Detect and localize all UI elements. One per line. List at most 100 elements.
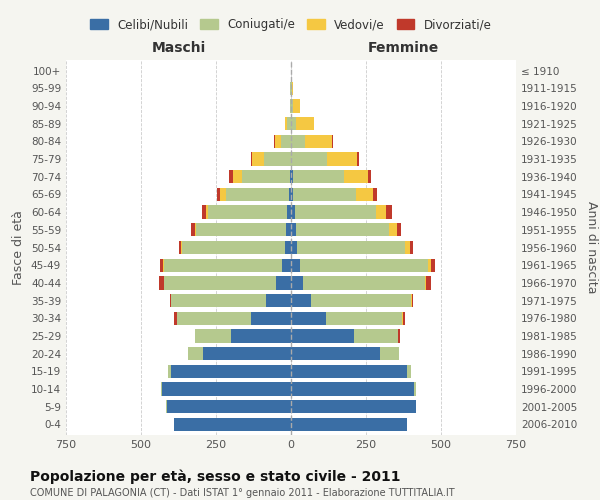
Bar <box>196 223 286 236</box>
Bar <box>163 258 282 272</box>
Bar <box>291 134 305 148</box>
Bar <box>291 152 327 166</box>
Bar <box>281 134 291 148</box>
Bar <box>409 241 413 254</box>
Bar <box>160 258 163 272</box>
Bar <box>426 276 431 289</box>
Bar <box>191 223 195 236</box>
Bar <box>415 400 416 413</box>
Bar <box>291 206 295 219</box>
Bar <box>412 294 413 307</box>
Bar <box>291 364 407 378</box>
Bar <box>179 241 181 254</box>
Bar <box>187 347 203 360</box>
Bar <box>291 188 293 201</box>
Bar <box>285 117 287 130</box>
Bar <box>389 223 397 236</box>
Text: Popolazione per età, sesso e stato civile - 2011: Popolazione per età, sesso e stato civil… <box>30 470 401 484</box>
Bar <box>285 241 291 254</box>
Bar <box>251 312 291 325</box>
Bar <box>291 223 296 236</box>
Bar <box>425 276 426 289</box>
Legend: Celibi/Nubili, Coniugati/e, Vedovi/e, Divorziati/e: Celibi/Nubili, Coniugati/e, Vedovi/e, Di… <box>86 14 496 36</box>
Bar <box>206 206 208 219</box>
Bar <box>325 312 402 325</box>
Bar <box>303 276 425 289</box>
Bar <box>252 152 264 166</box>
Bar <box>380 347 399 360</box>
Bar <box>163 276 276 289</box>
Bar <box>405 241 409 254</box>
Bar <box>203 347 291 360</box>
Bar <box>300 258 427 272</box>
Bar <box>305 134 331 148</box>
Bar <box>291 347 380 360</box>
Bar <box>296 223 389 236</box>
Bar <box>229 170 233 183</box>
Bar <box>293 170 343 183</box>
Bar <box>402 312 403 325</box>
Bar <box>290 100 291 112</box>
Bar <box>373 188 377 201</box>
Bar <box>168 364 171 378</box>
Bar <box>427 258 431 272</box>
Bar <box>327 152 357 166</box>
Bar <box>398 330 400 342</box>
Bar <box>287 117 291 130</box>
Y-axis label: Anni di nascita: Anni di nascita <box>584 201 598 294</box>
Bar <box>291 382 414 396</box>
Bar <box>289 188 291 201</box>
Bar <box>367 170 371 183</box>
Bar <box>291 276 303 289</box>
Bar <box>291 170 293 183</box>
Bar <box>291 100 293 112</box>
Bar <box>291 418 407 431</box>
Text: COMUNE DI PALAGONIA (CT) - Dati ISTAT 1° gennaio 2011 - Elaborazione TUTTITALIA.: COMUNE DI PALAGONIA (CT) - Dati ISTAT 1°… <box>30 488 455 498</box>
Bar <box>265 294 291 307</box>
Bar <box>403 312 405 325</box>
Bar <box>274 134 275 148</box>
Bar <box>174 312 177 325</box>
Bar <box>293 100 300 112</box>
Bar <box>171 294 265 307</box>
Bar <box>170 294 171 307</box>
Bar <box>177 312 251 325</box>
Bar <box>182 241 285 254</box>
Text: Femmine: Femmine <box>368 40 439 54</box>
Bar <box>167 400 291 413</box>
Bar <box>251 152 252 166</box>
Bar <box>376 206 386 219</box>
Bar <box>231 330 291 342</box>
Bar <box>343 170 367 183</box>
Bar <box>282 258 291 272</box>
Bar <box>220 188 226 201</box>
Bar <box>397 223 401 236</box>
Bar <box>159 276 163 289</box>
Bar <box>386 206 392 219</box>
Bar <box>357 152 359 166</box>
Bar <box>331 134 333 148</box>
Bar <box>286 223 291 236</box>
Bar <box>161 382 162 396</box>
Bar <box>291 258 300 272</box>
Bar <box>431 258 435 272</box>
Bar <box>276 276 291 289</box>
Bar <box>202 206 206 219</box>
Bar <box>174 418 291 431</box>
Bar <box>354 330 398 342</box>
Y-axis label: Fasce di età: Fasce di età <box>13 210 25 285</box>
Bar <box>291 241 297 254</box>
Bar <box>166 400 167 413</box>
Bar <box>226 188 289 201</box>
Bar <box>217 188 220 201</box>
Bar <box>297 241 405 254</box>
Bar <box>356 188 373 201</box>
Bar <box>291 400 415 413</box>
Bar <box>195 223 196 236</box>
Bar <box>311 294 411 307</box>
Bar <box>241 170 290 183</box>
Bar <box>414 382 415 396</box>
Bar <box>290 82 291 95</box>
Bar <box>233 170 241 183</box>
Bar <box>275 134 281 148</box>
